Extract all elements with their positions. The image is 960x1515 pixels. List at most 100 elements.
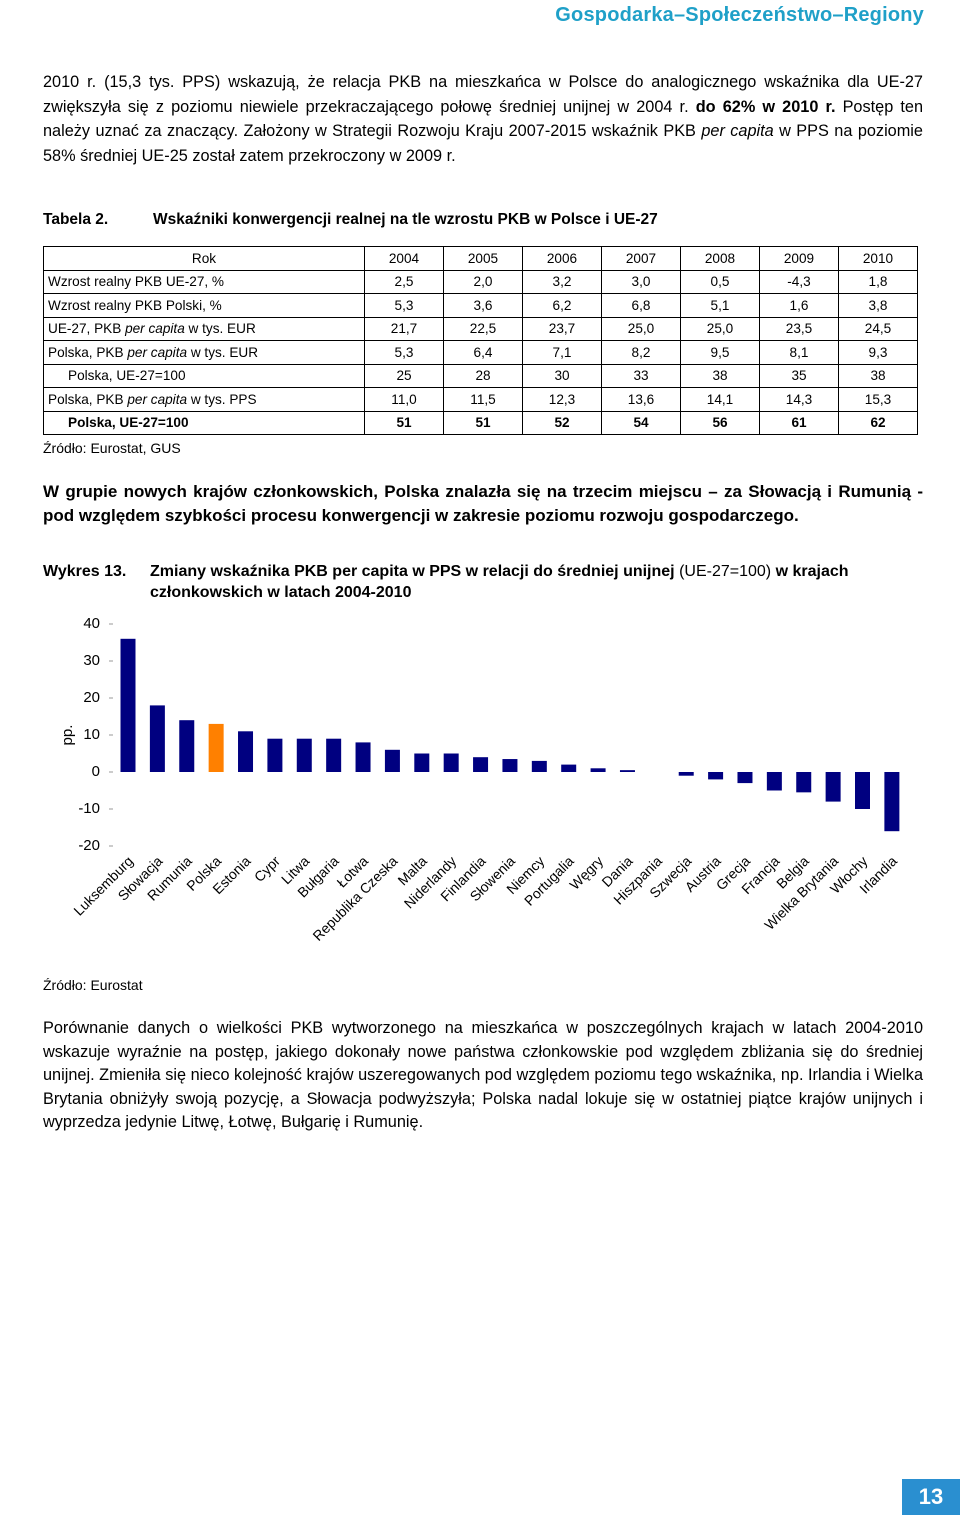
row-label: Polska, PKB per capita w tys. PPS [43, 387, 365, 412]
text: w PPS na poziomie 58% średniej UE-25 zos… [43, 122, 923, 165]
table-cell: 35 [759, 363, 839, 388]
bar [296, 738, 312, 772]
bar [384, 749, 400, 772]
bar [708, 772, 724, 780]
table-cell: 38 [680, 363, 760, 388]
table-cell: 3,6 [443, 293, 523, 318]
y-tick-label: 30 [83, 652, 100, 669]
header-cell: 2006 [522, 246, 602, 271]
table-cell: 11,0 [364, 387, 444, 412]
bar [179, 720, 195, 772]
bar [531, 760, 547, 772]
label-text: w tys. EUR [184, 321, 256, 337]
table-cell: 28 [443, 363, 523, 388]
table-cell: 0,5 [680, 269, 760, 294]
table-cell: 23,5 [759, 316, 839, 341]
row-label: UE-27, PKB per capita w tys. EUR [43, 316, 365, 341]
text: do 62% w 2010 r. [695, 97, 836, 116]
bar [443, 753, 459, 772]
table-cell: 25 [364, 363, 444, 388]
header-cell: 2008 [680, 246, 760, 271]
table-row: Polska, UE-27=100 51 51 52 54 56 61 62 [43, 410, 918, 435]
table-cell: 14,3 [759, 387, 839, 412]
chart-number: Wykres 13. [43, 563, 127, 580]
table-cell: 23,7 [522, 316, 602, 341]
bar [796, 772, 812, 793]
table-row: Polska, UE-27=100 25 28 30 33 38 35 38 [43, 363, 918, 388]
table-cell: 11,5 [443, 387, 523, 412]
table-cell: 6,2 [522, 293, 602, 318]
table-cell: 13,6 [601, 387, 681, 412]
bar [502, 759, 518, 772]
bar [326, 738, 342, 772]
label-text: per capita [125, 321, 185, 337]
bar [619, 770, 635, 772]
bar [884, 772, 900, 832]
chart: pp. -20-10010203040LuksemburgSłowacjaRum… [59, 615, 900, 944]
table-cell: 52 [522, 410, 602, 435]
chart-title-block: Zmiany wskaźnika PKB per capita w PPS w … [150, 561, 923, 603]
table-cell: 14,1 [680, 387, 760, 412]
table-cell: 3,2 [522, 269, 602, 294]
table-cell: 51 [364, 410, 444, 435]
table-row: UE-27, PKB per capita w tys. EUR 21,7 22,5… [43, 316, 918, 341]
table-cell: 6,8 [601, 293, 681, 318]
header-row: Rok 2004 2005 2006 2007 2008 2009 2010 [43, 246, 918, 271]
label-text: Polska, UE-27=100 [68, 415, 189, 431]
table-cell: 9,3 [838, 340, 918, 365]
table-cell: 1,6 [759, 293, 839, 318]
table-cell: 3,8 [838, 293, 918, 318]
bar [208, 723, 224, 772]
table-title: Wskaźniki konwergencji realnej na tle wz… [153, 211, 658, 228]
intro-paragraph: 2010 r. (15,3 tys. PPS) wskazują, że rel… [43, 70, 923, 168]
table-number: Tabela 2. [43, 211, 109, 228]
table-row: Polska, PKB per capita w tys. PPS 11,0 11,… [43, 387, 918, 412]
label-text: Polska, UE-27=100 [68, 368, 186, 384]
bar [267, 738, 283, 772]
table-caption: Tabela 2. Wskaźniki konwergencji realnej … [43, 211, 658, 229]
table-cell: 2,0 [443, 269, 523, 294]
table-cell: 22,5 [443, 316, 523, 341]
bar [120, 638, 136, 772]
label-text: w tys. EUR [187, 344, 259, 360]
table-cell: 56 [680, 410, 760, 435]
x-tick-label: Węgry [566, 853, 606, 893]
table-cell: 3,0 [601, 269, 681, 294]
table-cell: 54 [601, 410, 681, 435]
x-tick-label: Cypr [251, 853, 283, 885]
header-cell: 2007 [601, 246, 681, 271]
table-cell: 8,1 [759, 340, 839, 365]
bar [561, 764, 577, 772]
header-cell: 2004 [364, 246, 444, 271]
chart-source: Źródło: Eurostat [43, 977, 143, 993]
chart-heading: Wykres 13. Zmiany wskaźnika PKB per capit… [43, 561, 923, 603]
table-source: Źródło: Eurostat, GUS [43, 440, 181, 456]
header-cell: 2010 [838, 246, 918, 271]
header-cell: 2009 [759, 246, 839, 271]
label-text: Wzrost realny PKB UE-27, % [48, 274, 225, 290]
table-cell: 9,5 [680, 340, 760, 365]
text: Postęp ten należy uznać za znaczący. Zał… [43, 97, 924, 141]
highlight-paragraph: W grupie nowych krajów członkowskich, Po… [43, 482, 923, 525]
label-text: Polska, PKB [48, 344, 128, 360]
table-cell: 24,5 [838, 316, 918, 341]
table-cell: 25,0 [680, 316, 760, 341]
label-text: per capita [127, 344, 188, 360]
closing-paragraph: Porównanie danych o wielkości PKB wytwor… [43, 1019, 923, 1131]
chart-title: Zmiany wskaźnika PKB per capita w PPS w … [150, 563, 675, 580]
running-header: Gospodarka–Społeczeństwo–Regiony [555, 4, 924, 26]
table-cell: 51 [443, 410, 523, 435]
table-row: Polska, PKB per capita w tys. EUR 5,3 6,4 7… [43, 340, 918, 365]
label-text: UE-27, PKB [48, 321, 126, 337]
table-cell: 30 [522, 363, 602, 388]
y-tick-label: 10 [83, 726, 100, 743]
bar [855, 772, 870, 809]
bar [238, 731, 254, 772]
row-label: Polska, UE-27=100 [43, 363, 365, 388]
text: 2010 r. (15,3 tys. PPS) wskazują, że rel… [43, 73, 923, 116]
table-row: Wzrost realny PKB UE-27, % 2,5 2,0 3,2 3,0 0,… [43, 269, 918, 294]
bar [590, 768, 606, 772]
label-text: w tys. PPS [187, 391, 257, 407]
